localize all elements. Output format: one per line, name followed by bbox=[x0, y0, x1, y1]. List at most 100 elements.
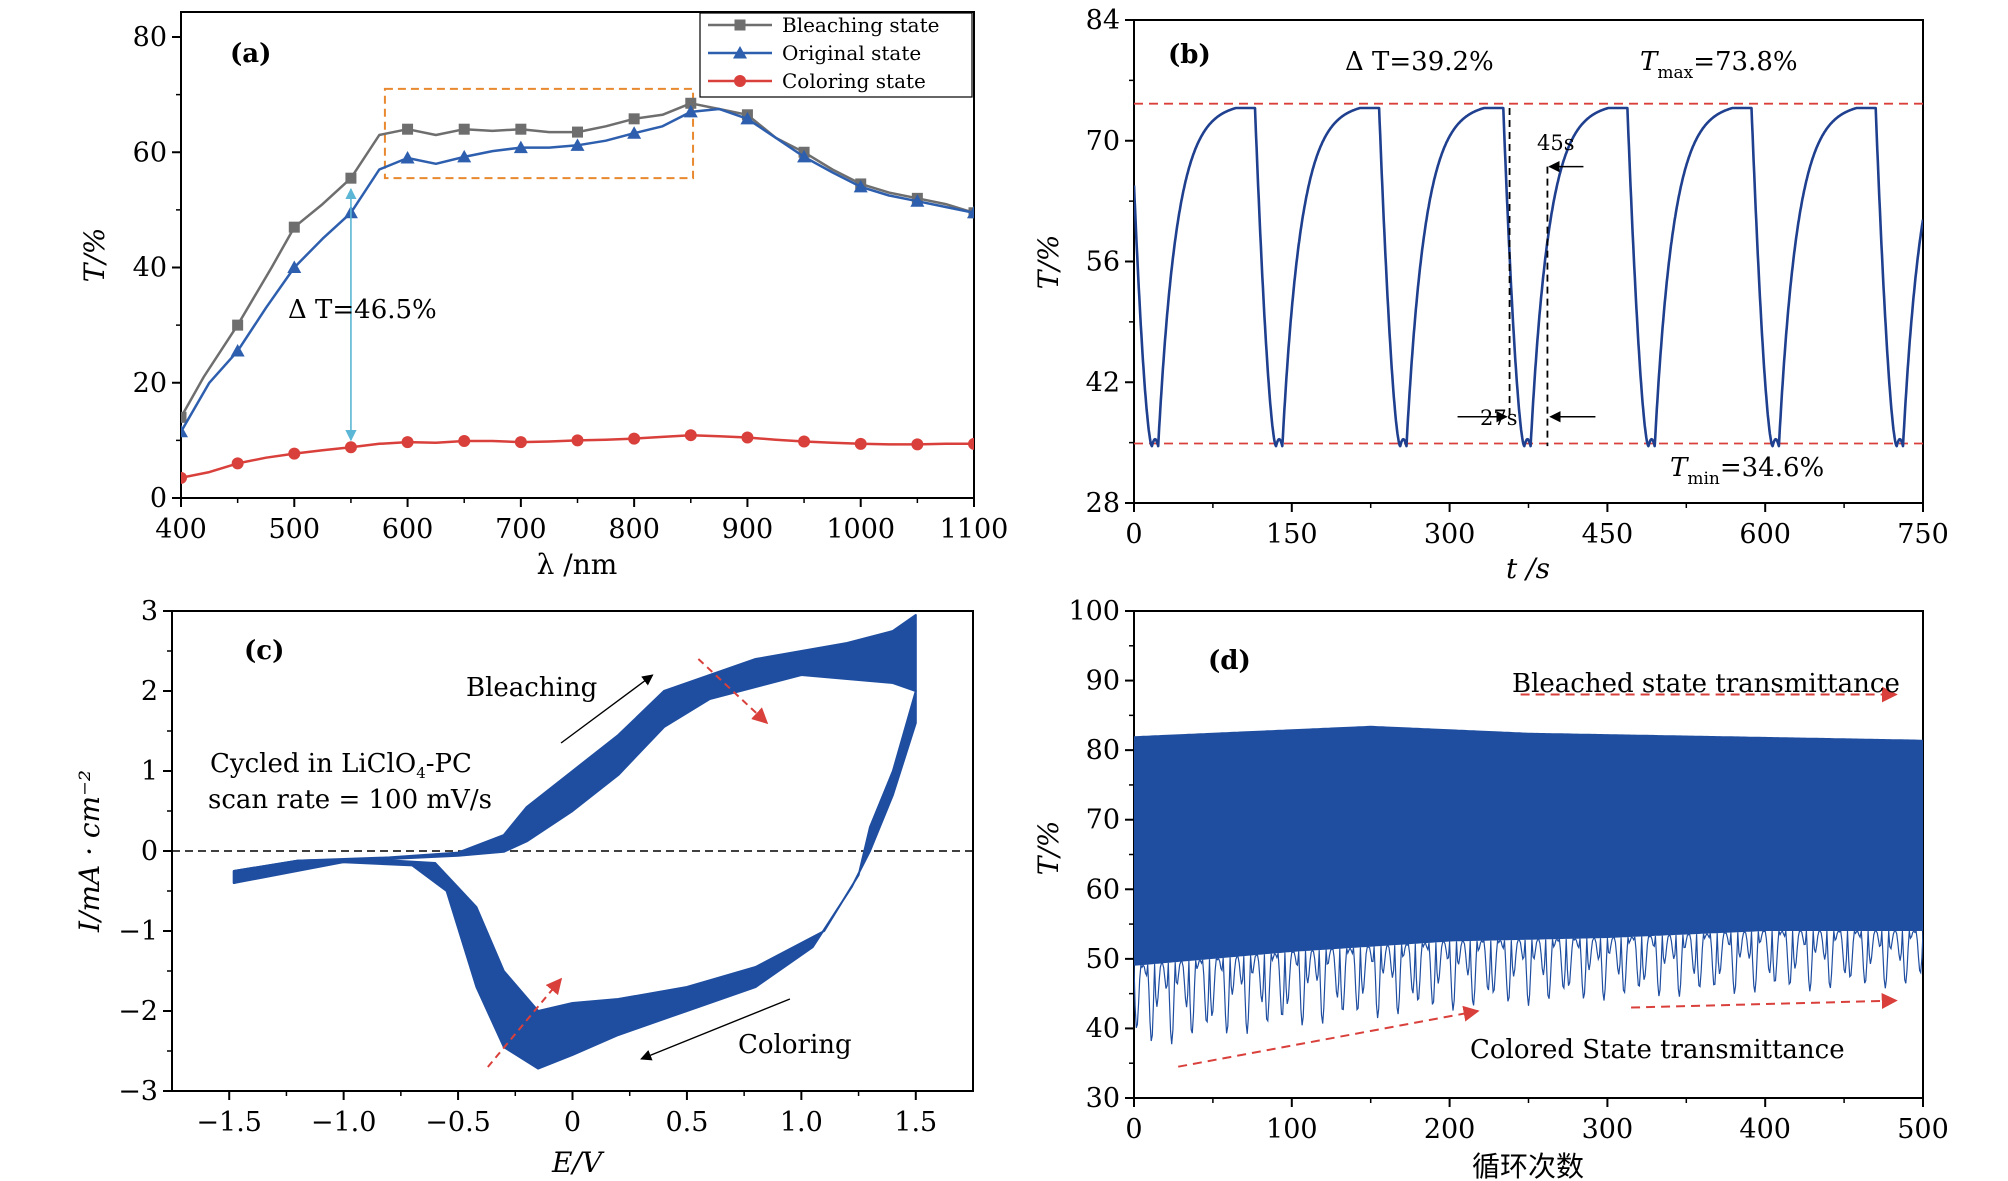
data-point-circle bbox=[288, 447, 301, 460]
panel-b-27s-label: 27s bbox=[1480, 406, 1518, 430]
y-tick-label: 100 bbox=[1068, 596, 1120, 627]
y-tick-label: 42 bbox=[1086, 367, 1120, 398]
panel-b-xlabel: t /s bbox=[1506, 552, 1550, 585]
x-tick-label: 300 bbox=[1582, 1114, 1634, 1145]
data-point-triangle bbox=[683, 104, 698, 118]
data-point-circle bbox=[514, 436, 527, 449]
panel-d-ylabel: T/% bbox=[1032, 821, 1065, 876]
y-tick-label: 80 bbox=[1086, 735, 1120, 766]
panel-b-ylabel: T/% bbox=[1032, 235, 1065, 290]
panel-b-delta-annotation: Δ T=39.2% bbox=[1345, 47, 1494, 77]
cv-cathodic-band bbox=[232, 690, 917, 1070]
panel-a-ticks: 400 500 600 700 800 900 1000 1100 0 20 40 60 80 bbox=[133, 22, 1009, 545]
y-tick-label: 90 bbox=[1086, 666, 1120, 697]
y-tick-label: 2 bbox=[141, 676, 158, 707]
y-tick-label: 20 bbox=[133, 368, 167, 399]
x-tick-label: −1.0 bbox=[311, 1107, 377, 1138]
panel-c-scan-rate-label: scan rate = 100 mV/s bbox=[208, 785, 492, 815]
panel-b-plot-area bbox=[1134, 102, 1923, 448]
x-tick-label: 1000 bbox=[826, 514, 895, 545]
data-point-circle bbox=[911, 438, 924, 451]
y-tick-label: 0 bbox=[150, 483, 167, 514]
panel-a-delta-annotation: Δ T=46.5% bbox=[288, 295, 437, 325]
panel-b-frame bbox=[1133, 19, 1924, 504]
panel-c-xlabel: E/V bbox=[551, 1146, 605, 1179]
y-tick-label: 84 bbox=[1086, 5, 1120, 36]
data-point-square bbox=[572, 126, 583, 138]
data-point-square bbox=[685, 97, 697, 109]
data-point-circle bbox=[344, 441, 357, 454]
legend-item-label: Original state bbox=[782, 41, 921, 65]
x-tick-label: 1.0 bbox=[780, 1107, 823, 1138]
data-point-triangle bbox=[797, 149, 812, 163]
panel-c-ylabel: I/mA · cm⁻² bbox=[73, 770, 106, 933]
x-tick-label: 0 bbox=[1125, 519, 1142, 550]
panel-b-tmin-annotation: Tmin=34.6% bbox=[1670, 453, 1824, 489]
panel-c-bleaching-label: Bleaching bbox=[466, 673, 597, 703]
data-point-square bbox=[515, 123, 527, 135]
panel-a-label: (a) bbox=[230, 39, 271, 69]
panel-c: −1.5 −1.0 −0.5 0 0.5 1.0 1.5 −3 −2 −1 0 1 2 3 (c) E/V… bbox=[73, 596, 974, 1179]
x-tick-label: 200 bbox=[1424, 1114, 1476, 1145]
y-tick-label: 70 bbox=[1086, 126, 1120, 157]
data-point-triangle bbox=[457, 149, 472, 163]
data-point-circle bbox=[458, 434, 471, 447]
panel-a-legend: Bleaching state Original state Coloring st… bbox=[699, 12, 973, 98]
data-point-square bbox=[232, 319, 244, 331]
data-point-circle bbox=[741, 431, 754, 444]
data-point-square bbox=[402, 123, 414, 135]
data-point-triangle bbox=[967, 205, 974, 219]
x-tick-label: −1.5 bbox=[196, 1107, 262, 1138]
panel-b-ticks: 0 150 300 450 600 750 28 42 56 70 84 bbox=[1086, 5, 1949, 550]
series-line-triangle bbox=[181, 107, 974, 433]
panel-b-45s-label: 45s bbox=[1537, 131, 1575, 155]
x-tick-label: 900 bbox=[722, 514, 774, 545]
panel-d: 0 100 200 300 400 500 30 40 50 60 70 80 90 100 (d) 循环… bbox=[1032, 596, 1949, 1181]
data-point-triangle bbox=[740, 111, 755, 125]
x-tick-label: 0 bbox=[1125, 1114, 1142, 1145]
data-point-triangle bbox=[230, 344, 245, 357]
data-point-circle bbox=[571, 434, 584, 447]
x-tick-label: 750 bbox=[1897, 519, 1949, 550]
x-tick-label: 700 bbox=[495, 514, 547, 545]
data-point-square bbox=[628, 113, 640, 125]
data-point-square bbox=[181, 411, 187, 423]
x-tick-label: 600 bbox=[1739, 519, 1791, 550]
panel-c-coloring-label: Coloring bbox=[738, 1030, 852, 1060]
data-point-circle bbox=[684, 429, 697, 442]
highlight-box bbox=[383, 87, 695, 180]
panel-c-ticks: −1.5 −1.0 −0.5 0 0.5 1.0 1.5 −3 −2 −1 0 1 2 3 bbox=[118, 596, 937, 1138]
panel-c-plot-area bbox=[172, 614, 973, 1070]
x-tick-label: 400 bbox=[1739, 1114, 1791, 1145]
anodic-trend-arrow bbox=[697, 658, 769, 725]
data-point-triangle bbox=[181, 424, 188, 438]
bleaching-arrow bbox=[560, 674, 654, 744]
legend-item-label: Bleaching state bbox=[782, 13, 939, 37]
data-point-triangle bbox=[513, 140, 528, 154]
y-tick-label: −2 bbox=[118, 996, 158, 1027]
data-point-square bbox=[345, 172, 357, 184]
coloring-arrow bbox=[640, 998, 791, 1061]
panel-a-ylabel: T/% bbox=[78, 228, 111, 283]
y-tick-label: 0 bbox=[141, 836, 158, 867]
data-point-triangle bbox=[400, 151, 415, 164]
colored-trend-arrow-2 bbox=[1631, 992, 1898, 1009]
x-tick-label: 500 bbox=[269, 514, 321, 545]
x-tick-label: 1100 bbox=[940, 514, 1009, 545]
x-tick-label: −0.5 bbox=[425, 1107, 491, 1138]
panel-d-plot-area bbox=[1134, 686, 1923, 1068]
x-tick-label: 450 bbox=[1582, 519, 1634, 550]
data-point-triangle bbox=[287, 260, 302, 273]
x-tick-label: 800 bbox=[608, 514, 660, 545]
y-tick-label: 50 bbox=[1086, 944, 1120, 975]
data-point-triangle bbox=[627, 126, 642, 139]
panel-d-colored-label: Colored State transmittance bbox=[1470, 1035, 1845, 1065]
x-tick-label: 150 bbox=[1266, 519, 1318, 550]
y-tick-label: −1 bbox=[118, 916, 158, 947]
legend-marker-triangle bbox=[733, 46, 747, 59]
data-point-circle bbox=[854, 437, 867, 450]
legend-marker-circle bbox=[734, 75, 746, 87]
